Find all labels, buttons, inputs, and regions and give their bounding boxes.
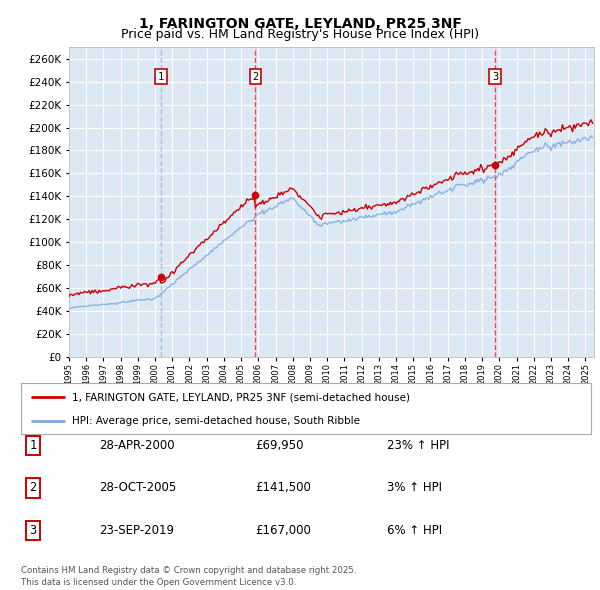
- Text: 1: 1: [29, 439, 37, 452]
- Text: 6% ↑ HPI: 6% ↑ HPI: [387, 524, 442, 537]
- Text: 2: 2: [29, 481, 37, 494]
- Text: 28-APR-2000: 28-APR-2000: [99, 439, 175, 452]
- Text: 3% ↑ HPI: 3% ↑ HPI: [387, 481, 442, 494]
- Text: 28-OCT-2005: 28-OCT-2005: [99, 481, 176, 494]
- Text: £167,000: £167,000: [255, 524, 311, 537]
- Text: £69,950: £69,950: [255, 439, 304, 452]
- Text: Price paid vs. HM Land Registry's House Price Index (HPI): Price paid vs. HM Land Registry's House …: [121, 28, 479, 41]
- Text: £141,500: £141,500: [255, 481, 311, 494]
- Text: 1, FARINGTON GATE, LEYLAND, PR25 3NF: 1, FARINGTON GATE, LEYLAND, PR25 3NF: [139, 17, 461, 31]
- Text: 3: 3: [492, 71, 498, 81]
- Text: 23-SEP-2019: 23-SEP-2019: [99, 524, 174, 537]
- Text: 1: 1: [158, 71, 164, 81]
- Text: 2: 2: [253, 71, 259, 81]
- Text: Contains HM Land Registry data © Crown copyright and database right 2025.
This d: Contains HM Land Registry data © Crown c…: [21, 566, 356, 587]
- Text: 23% ↑ HPI: 23% ↑ HPI: [387, 439, 449, 452]
- Text: 1, FARINGTON GATE, LEYLAND, PR25 3NF (semi-detached house): 1, FARINGTON GATE, LEYLAND, PR25 3NF (se…: [73, 392, 410, 402]
- Text: HPI: Average price, semi-detached house, South Ribble: HPI: Average price, semi-detached house,…: [73, 416, 360, 426]
- Text: 3: 3: [29, 524, 37, 537]
